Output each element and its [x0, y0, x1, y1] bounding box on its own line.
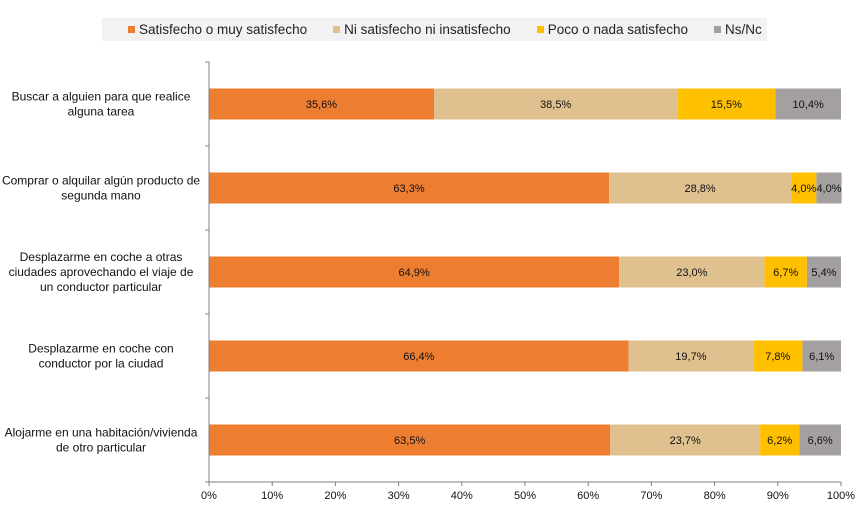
category-label: conductor por la ciudad [39, 357, 164, 371]
category-label: de otro particular [56, 441, 146, 455]
x-tick-label: 40% [451, 490, 473, 502]
legend-item: Ni satisfecho ni insatisfecho [333, 22, 511, 37]
bar-segment [209, 88, 434, 120]
data-label: 10,4% [793, 99, 824, 111]
data-label: 28,8% [684, 183, 715, 195]
data-label: 64,9% [398, 267, 429, 279]
category-label: Comprar o alquilar algún producto de [2, 174, 200, 188]
data-label: 23,7% [670, 435, 701, 447]
x-tick-label: 30% [388, 490, 410, 502]
bar-segment [760, 424, 800, 456]
data-label: 63,5% [394, 435, 425, 447]
bar-segment [209, 424, 611, 456]
x-tick-label: 20% [324, 490, 346, 502]
bar-segment [791, 172, 817, 204]
legend-label: Ni satisfecho ni insatisfecho [344, 22, 511, 37]
data-label: 63,3% [393, 183, 424, 195]
data-label: 6,1% [809, 351, 834, 363]
data-label: 38,5% [540, 99, 571, 111]
bar-segment [609, 172, 792, 204]
bar-segment [619, 256, 765, 288]
legend-swatch [536, 26, 544, 33]
legend-item: Satisfecho o muy satisfecho [128, 22, 307, 37]
legend-item: Ns/Nc [714, 22, 762, 37]
bar-segment [433, 88, 678, 120]
category-label: Desplazarme en coche con [28, 342, 173, 356]
bar-segment [209, 340, 629, 372]
legend-swatch [128, 26, 135, 33]
bar-segment [628, 340, 754, 372]
bar-segment [753, 340, 803, 372]
x-tick-label: 70% [640, 490, 662, 502]
legend-label: Poco o nada satisfecho [547, 22, 689, 37]
bar-segment [799, 424, 841, 456]
x-tick-label: 10% [261, 490, 283, 502]
legend-item: Poco o nada satisfecho [536, 22, 689, 37]
bar-segment [802, 340, 841, 372]
legend-label: Ns/Nc [725, 22, 762, 37]
category-label: alguna tarea [68, 105, 135, 119]
legend-swatch [714, 26, 722, 33]
category-label: Desplazarme en coche a otras [20, 250, 183, 264]
category-label: ciudades aprovechando el viaje de [9, 265, 194, 279]
x-tick-label: 80% [704, 490, 726, 502]
legend-label: Satisfecho o muy satisfecho [139, 22, 308, 37]
bar-segment [209, 256, 620, 288]
x-tick-label: 90% [767, 490, 789, 502]
category-label: Buscar a alguien para que realice [12, 90, 191, 104]
data-label: 4,0% [816, 183, 841, 195]
bar-segment [209, 172, 610, 204]
x-tick-label: 100% [827, 490, 855, 502]
data-label: 6,2% [767, 435, 792, 447]
x-tick-label: 60% [577, 490, 599, 502]
category-label: segunda mano [61, 189, 141, 203]
x-tick-label: 0% [201, 490, 217, 502]
bar-segment [677, 88, 776, 120]
data-label: 15,5% [711, 99, 742, 111]
data-label: 4,0% [791, 183, 816, 195]
data-label: 19,7% [675, 351, 706, 363]
category-label: Alojarme en una habitación/vivienda [5, 426, 198, 440]
data-label: 5,4% [811, 267, 836, 279]
data-label: 6,6% [808, 435, 833, 447]
bar-segment [806, 256, 841, 288]
legend: Satisfecho o muy satisfecho Ni satisfecho… [102, 18, 767, 41]
bar-segment [816, 172, 842, 204]
data-label: 35,6% [306, 99, 337, 111]
bar-segment [764, 256, 807, 288]
legend-swatch [333, 26, 341, 33]
data-label: 7,8% [765, 351, 790, 363]
data-label: 66,4% [403, 351, 434, 363]
bar-segment [610, 424, 761, 456]
bar-segment [775, 88, 841, 120]
data-label: 23,0% [676, 267, 707, 279]
x-tick-label: 50% [514, 490, 536, 502]
data-label: 6,7% [773, 267, 798, 279]
category-label: un conductor particular [40, 280, 162, 294]
